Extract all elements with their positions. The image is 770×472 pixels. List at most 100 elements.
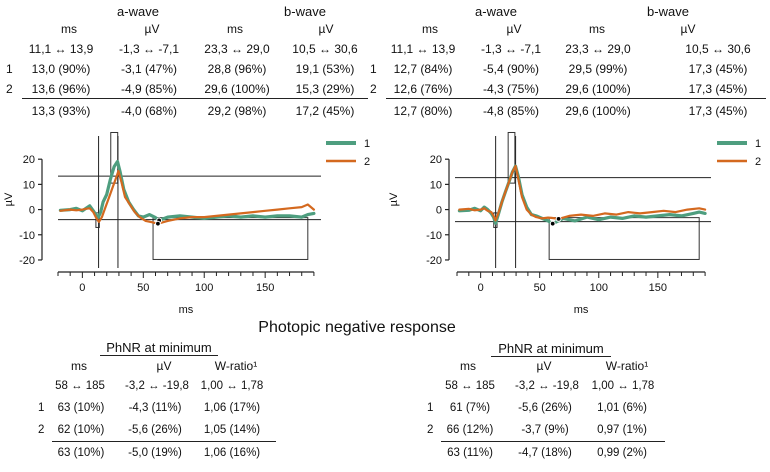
divider [386,98,766,99]
table-cell: -3,1 (47%) [120,62,178,76]
y-axis-label: µV [388,192,400,206]
phnr-minimum-marker [155,220,161,227]
x-tick-label: 150 [256,282,274,294]
phnr-minimum-marker [555,215,562,222]
table-cell: 29,5 (99%) [568,62,628,76]
y-axis-label: µV [3,192,15,206]
table-cell: 1,06 (17%) [203,402,261,414]
divider [22,98,368,99]
row-label: 1 [38,402,45,414]
divider [100,355,218,356]
col-header: ms [71,359,87,373]
x-axis-label: ms [179,304,194,316]
phnr-title: Photopic negative response [258,319,456,336]
row-label: 2 [370,82,377,96]
x-tick-label: 100 [195,282,213,294]
summary-cell: 63 (11%) [447,447,493,459]
b-wave-header: b-wave [284,4,326,19]
b-wave-header: b-wave [647,4,689,19]
legend-label-2: 2 [364,156,370,168]
col-header: µV [156,359,172,373]
table-cell: -4,3 (11%) [128,402,182,414]
table-cell: 12,6 (76%) [393,82,453,96]
table-cell: 15,3 (29%) [295,82,355,96]
divider [52,441,276,442]
summary-cell: -4,8 (85%) [482,104,540,118]
summary-cell: 13,3 (93%) [31,104,91,118]
row-label: 2 [6,82,13,96]
x-tick-label: 100 [590,282,608,294]
table-cell: 17,3 (45%) [688,62,748,76]
series-line-2 [458,164,707,222]
table-cell: 19,1 (53%) [295,62,355,76]
summary-cell: 63 (10%) [57,447,105,459]
range-cell: 10,5 ↔ 30,6 [292,42,358,56]
table-cell: -4,9 (85%) [120,82,178,96]
series-line-2 [59,169,315,225]
divider [491,356,611,357]
y-tick-label: 20 [430,154,442,166]
range-cell: 11,1 ↔ 13,9 [28,42,94,56]
summary-cell: 0,99 (2%) [597,447,647,459]
table-cell: 61 (7%) [449,402,491,414]
a-wave-header: a-wave [117,4,159,19]
summary-cell: 29,2 (98%) [207,104,267,118]
col-header: µV [318,22,334,36]
row-label: 2 [38,424,45,436]
divider [441,441,665,442]
table-cell: 28,8 (96%) [207,62,267,76]
col-header: ms [589,22,605,36]
range-cell: 23,3 ↔ 29,0 [204,42,270,56]
table-cell: 12,7 (84%) [393,62,453,76]
table-cell: -5,4 (90%) [482,62,540,76]
row-label: 1 [370,62,377,76]
range-cell: -1,3 ↔ -7,1 [480,42,542,56]
x-tick-label: 150 [649,282,667,294]
x-tick-label: 0 [478,282,484,294]
y-tick-label: -10 [19,230,35,242]
summary-cell: 29,6 (100%) [565,104,631,118]
row-label: 1 [6,62,13,76]
y-tick-label: 0 [29,205,35,217]
col-header: W-ratio¹ [605,359,649,373]
range-cell: 58 ↔ 185 [55,380,105,392]
col-header: ms [61,22,77,36]
col-header: µV [536,359,552,373]
range-cell: 58 ↔ 185 [445,380,495,392]
table-cell: 66 (12%) [446,424,494,436]
col-header: µV [144,22,160,36]
col-header: ms [422,22,438,36]
col-header: ms [460,359,476,373]
summary-cell: -4,0 (68%) [120,104,178,118]
range-cell: -3,2 ↔ -19,8 [125,380,189,392]
col-header: ms [227,22,243,36]
range-cell: 23,3 ↔ 29,0 [565,42,631,56]
table-cell: -5,6 (26%) [128,424,182,436]
legend-label-2: 2 [755,156,761,168]
row-label: 2 [427,424,434,436]
table-cell: 0,97 (1%) [597,424,647,436]
table-cell: 17,3 (45%) [688,82,748,96]
left-erg-chart: -20 -10 0 10 20 µV 0 50 100 150 ms 1 2 [3,131,370,316]
reference-box [548,217,700,260]
legend-label-1: 1 [755,138,761,150]
reference-box [152,217,309,260]
phnr-minimum-marker [549,220,556,227]
summary-cell: -4,7 (18%) [518,447,572,459]
x-tick-label: 50 [534,282,546,294]
table-cell: 29,6 (100%) [565,82,631,96]
x-axis-label: ms [574,304,589,316]
summary-cell: -5,0 (19%) [128,447,182,459]
table-cell: 13,0 (90%) [31,62,91,76]
summary-cell: 1,06 (16%) [203,447,261,459]
summary-cell: 17,2 (45%) [295,104,355,118]
col-header: µV [506,22,522,36]
row-label: 1 [427,402,434,414]
y-tick-label: 10 [23,179,35,191]
a-wave-header: a-wave [475,4,517,19]
reference-box [507,131,516,184]
phnr-table-title: PhNR at minimum [498,341,604,356]
table-cell: 63 (10%) [57,402,105,414]
col-header: µV [680,22,696,36]
summary-cell: 17,3 (45%) [688,104,748,118]
